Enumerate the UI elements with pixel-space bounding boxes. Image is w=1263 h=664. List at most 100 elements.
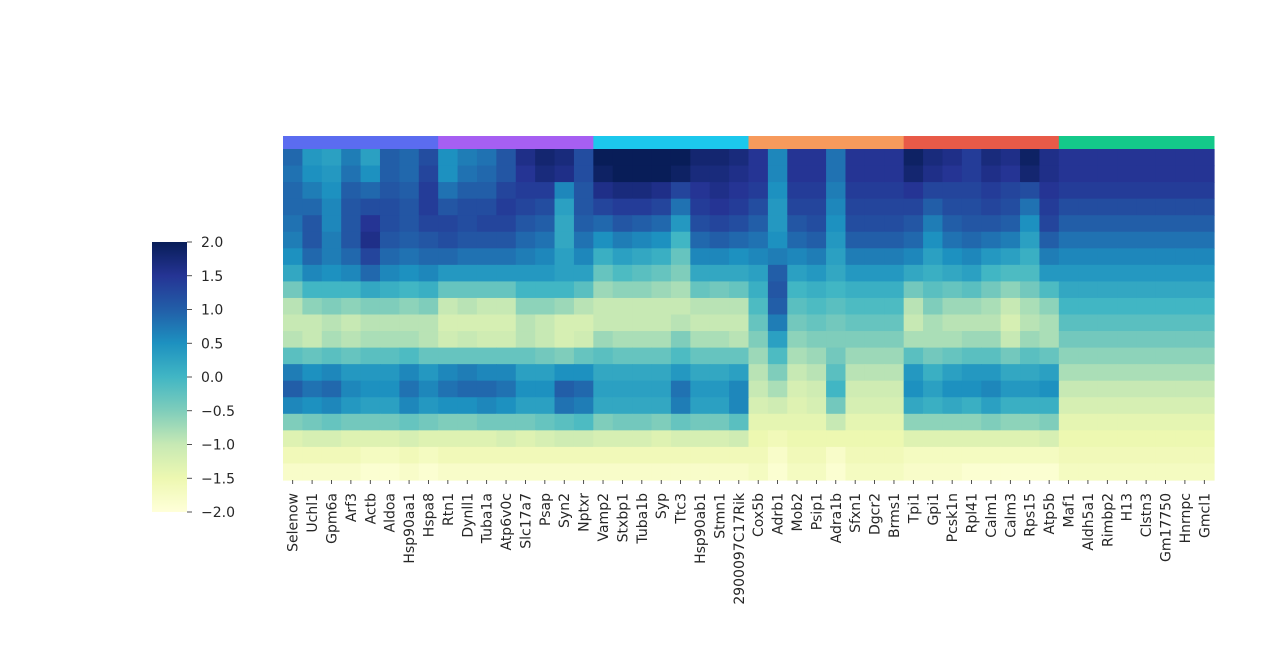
heatmap-cell bbox=[690, 264, 711, 282]
heatmap-cell bbox=[884, 297, 905, 316]
heatmap-cell bbox=[651, 215, 672, 233]
heatmap-cell bbox=[787, 248, 808, 266]
heatmap-cell bbox=[787, 430, 808, 448]
heatmap-cell bbox=[690, 165, 711, 183]
heatmap-cell bbox=[379, 215, 400, 233]
heatmap-cell bbox=[767, 297, 788, 316]
heatmap-cell bbox=[341, 364, 362, 382]
heatmap-cell bbox=[826, 215, 847, 233]
heatmap-cell bbox=[360, 314, 381, 332]
heatmap-cell bbox=[438, 413, 459, 431]
x-tick-label: Ttc3 bbox=[674, 493, 690, 525]
heatmap-cell bbox=[1039, 380, 1060, 398]
heatmap-cell bbox=[1136, 231, 1157, 249]
heatmap-cell bbox=[573, 314, 594, 332]
heatmap-cell bbox=[1117, 182, 1138, 200]
heatmap-cell bbox=[826, 380, 847, 398]
heatmap-cell bbox=[1039, 264, 1060, 282]
heatmap-cell bbox=[729, 397, 750, 415]
heatmap-cell bbox=[1000, 248, 1021, 266]
heatmap-cell bbox=[767, 314, 788, 332]
heatmap-cell bbox=[535, 347, 556, 365]
heatmap-cell bbox=[554, 182, 575, 200]
heatmap-cell bbox=[283, 430, 303, 448]
heatmap-cell bbox=[283, 364, 303, 382]
heatmap-cell bbox=[1155, 331, 1176, 349]
x-tick-label: Atp6v0c bbox=[499, 493, 515, 551]
heatmap-cell bbox=[593, 380, 614, 398]
heatmap-cell bbox=[651, 165, 672, 183]
heatmap-cell bbox=[1175, 430, 1196, 448]
heatmap-cell bbox=[1194, 463, 1215, 481]
heatmap-cell bbox=[1020, 463, 1041, 481]
heatmap-cell bbox=[535, 364, 556, 382]
heatmap-cell bbox=[748, 297, 769, 316]
heatmap-cell bbox=[1097, 314, 1118, 332]
heatmap-cell bbox=[1136, 182, 1157, 200]
heatmap-cell bbox=[903, 182, 924, 200]
heatmap-cell bbox=[1078, 215, 1099, 233]
heatmap-cell bbox=[573, 430, 594, 448]
heatmap-cell bbox=[670, 281, 691, 299]
heatmap-cell bbox=[1194, 446, 1215, 465]
heatmap-cell bbox=[903, 430, 924, 448]
heatmap-cell bbox=[1039, 281, 1060, 299]
heatmap-cell bbox=[418, 463, 439, 481]
heatmap-cell bbox=[845, 248, 866, 266]
heatmap-cell bbox=[632, 314, 653, 332]
heatmap-cell bbox=[1155, 182, 1176, 200]
colorbar-tick-label: −1.0 bbox=[201, 438, 235, 454]
heatmap-cell bbox=[942, 314, 963, 332]
heatmap-cell bbox=[923, 380, 944, 398]
heatmap-cell bbox=[670, 149, 691, 167]
heatmap-cell bbox=[1175, 297, 1196, 316]
heatmap-cell bbox=[1039, 413, 1060, 431]
heatmap-cell bbox=[923, 182, 944, 200]
heatmap-cell bbox=[729, 380, 750, 398]
heatmap-cell bbox=[1078, 281, 1099, 299]
heatmap-cell bbox=[806, 446, 827, 465]
heatmap-cell bbox=[884, 430, 905, 448]
heatmap-cell bbox=[593, 463, 614, 481]
heatmap-cell bbox=[709, 380, 730, 398]
heatmap-cell bbox=[670, 430, 691, 448]
heatmap-cell bbox=[632, 215, 653, 233]
heatmap-cell bbox=[515, 182, 536, 200]
heatmap-cell bbox=[360, 215, 381, 233]
heatmap-cell bbox=[1194, 380, 1215, 398]
heatmap-cell bbox=[379, 347, 400, 365]
heatmap-cell bbox=[787, 281, 808, 299]
heatmap-cell bbox=[476, 430, 497, 448]
heatmap-cell bbox=[767, 231, 788, 249]
heatmap-cell bbox=[438, 215, 459, 233]
heatmap-cell bbox=[321, 331, 342, 349]
heatmap-cell bbox=[1097, 281, 1118, 299]
heatmap-cell bbox=[961, 331, 982, 349]
heatmap-cell bbox=[787, 413, 808, 431]
heatmap-cell bbox=[961, 149, 982, 167]
heatmap-cell bbox=[593, 215, 614, 233]
heatmap-cell bbox=[1155, 231, 1176, 249]
heatmap-cell bbox=[864, 281, 885, 299]
heatmap-cell bbox=[670, 314, 691, 332]
heatmap-cell bbox=[1020, 182, 1041, 200]
heatmap-cell bbox=[709, 347, 730, 365]
heatmap-cell bbox=[1175, 215, 1196, 233]
heatmap-cell bbox=[399, 248, 420, 266]
heatmap-cell bbox=[806, 397, 827, 415]
heatmap-cell bbox=[360, 198, 381, 216]
heatmap-cell bbox=[690, 297, 711, 316]
heatmap-cell bbox=[884, 347, 905, 365]
heatmap-cell bbox=[1058, 281, 1079, 299]
heatmap-cell bbox=[690, 198, 711, 216]
heatmap-cell bbox=[418, 430, 439, 448]
heatmap-cell bbox=[418, 165, 439, 183]
heatmap-cell bbox=[1194, 248, 1215, 266]
heatmap-cell bbox=[923, 430, 944, 448]
heatmap-cell bbox=[302, 397, 323, 415]
heatmap-cell bbox=[573, 281, 594, 299]
heatmap-cell bbox=[1020, 446, 1041, 465]
heatmap-cell bbox=[729, 314, 750, 332]
heatmap-cell bbox=[573, 446, 594, 465]
heatmap-cell bbox=[787, 165, 808, 183]
